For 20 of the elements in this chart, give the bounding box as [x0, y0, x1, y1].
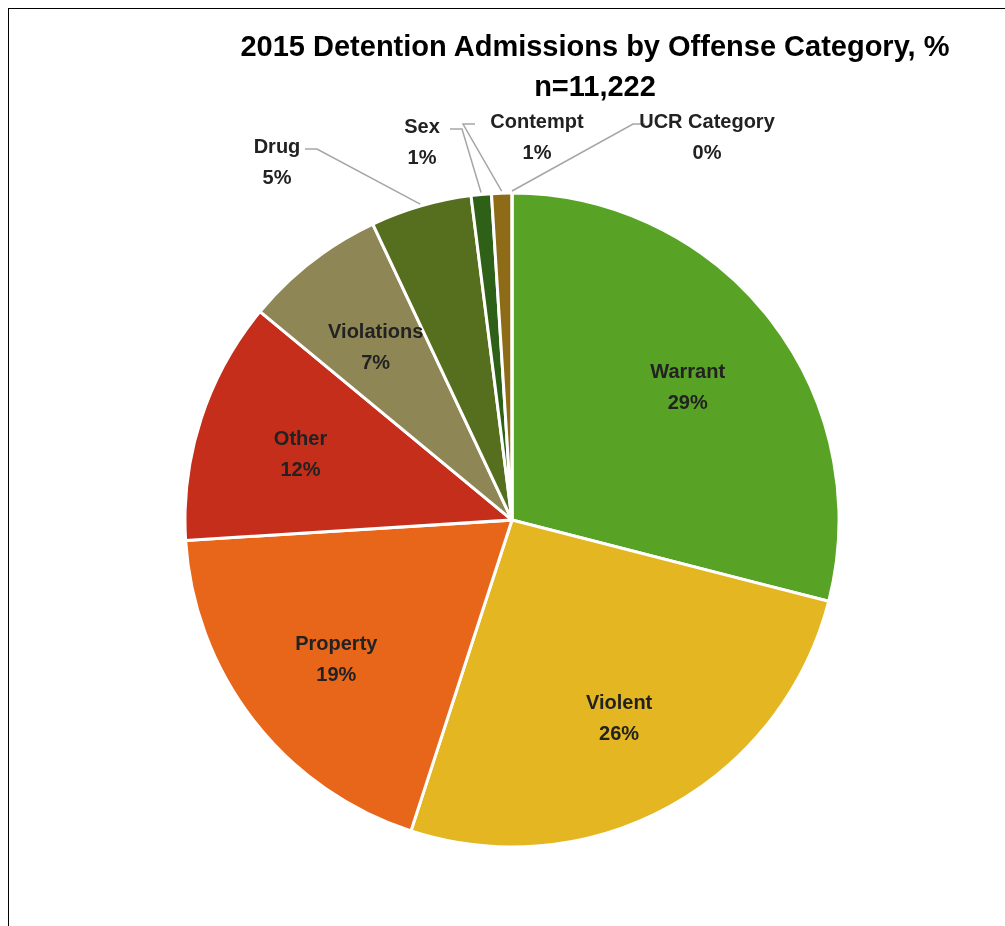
slice-label: Property: [295, 632, 379, 655]
chart-subtitle: n=11,222: [534, 70, 656, 102]
data-label: 26%: [599, 721, 640, 744]
data-label: 1%: [407, 146, 437, 168]
slice-label: Other: [273, 427, 328, 450]
slice-label: Violations: [328, 320, 424, 343]
slice-label: Sex: [404, 115, 440, 137]
slice-label: Contempt: [490, 110, 584, 132]
data-label: 19%: [316, 663, 357, 686]
text: 0%: [692, 141, 722, 163]
data-label: 5%: [262, 166, 292, 188]
data-label: 7%: [361, 351, 391, 374]
data-label: 12%: [280, 458, 321, 481]
data-label: 29%: [667, 390, 708, 413]
slice-label: Warrant: [650, 359, 726, 382]
slice-label: Drug: [253, 135, 301, 157]
slice-label: Violent: [585, 690, 653, 713]
chart-title: 2015 Detention Admissions by Offense Category, %: [240, 30, 950, 62]
data-label: 1%: [522, 141, 552, 163]
category-label: UCR Category: [639, 110, 775, 132]
